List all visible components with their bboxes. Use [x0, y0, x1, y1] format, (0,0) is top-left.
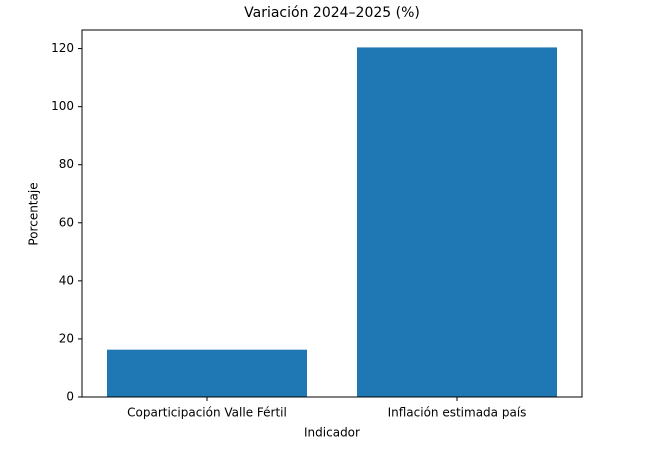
y-tick-label: 100: [51, 99, 74, 113]
bar: [357, 47, 557, 397]
y-tick-label: 60: [59, 215, 74, 229]
y-tick-label: 0: [66, 390, 74, 404]
x-tick-label: Coparticipación Valle Fértil: [127, 406, 287, 420]
x-axis-label: Indicador: [304, 426, 360, 440]
y-tick-label: 20: [59, 331, 74, 345]
chart-title: Variación 2024–2025 (%): [244, 5, 420, 21]
y-tick-label: 40: [59, 273, 74, 287]
plot-frame: [81, 29, 583, 398]
y-tick-label: 120: [51, 41, 74, 55]
x-tick-label: Inflación estimada país: [388, 406, 527, 420]
bar: [107, 349, 307, 397]
y-axis-label: Porcentaje: [27, 182, 41, 245]
y-tick-label: 80: [59, 157, 74, 171]
